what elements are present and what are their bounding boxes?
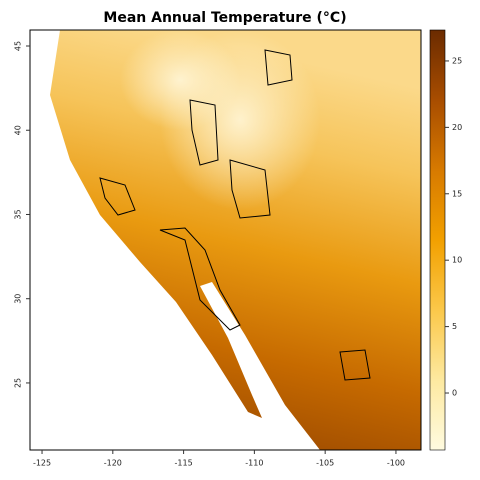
x-tick-label: -125 bbox=[33, 459, 51, 468]
raster bbox=[50, 30, 421, 450]
y-tick-label: 25 bbox=[14, 378, 23, 388]
colorbar-tick-label: 0 bbox=[452, 389, 457, 398]
colorbar-tick-label: 20 bbox=[452, 123, 462, 132]
y-tick-label: 40 bbox=[14, 125, 23, 135]
x-tick-label: -115 bbox=[175, 459, 193, 468]
y-tick-label: 30 bbox=[14, 294, 23, 304]
y-tick-label: 45 bbox=[14, 41, 23, 51]
x-tick-label: -120 bbox=[104, 459, 122, 468]
x-tick-label: -110 bbox=[245, 459, 263, 468]
colorbar-tick-label: 10 bbox=[452, 256, 462, 265]
plot-frame bbox=[29, 29, 422, 451]
x-tick-label: -100 bbox=[387, 459, 405, 468]
colorbar bbox=[429, 29, 446, 451]
map-title: Mean Annual Temperature (°C) bbox=[103, 10, 346, 26]
colorbar-tick-label: 25 bbox=[452, 56, 462, 65]
y-tick-label: 35 bbox=[14, 209, 23, 219]
colorbar-tick-label: 15 bbox=[452, 189, 462, 198]
colorbar-tick-label: 5 bbox=[452, 322, 457, 331]
x-tick-label: -105 bbox=[316, 459, 334, 468]
